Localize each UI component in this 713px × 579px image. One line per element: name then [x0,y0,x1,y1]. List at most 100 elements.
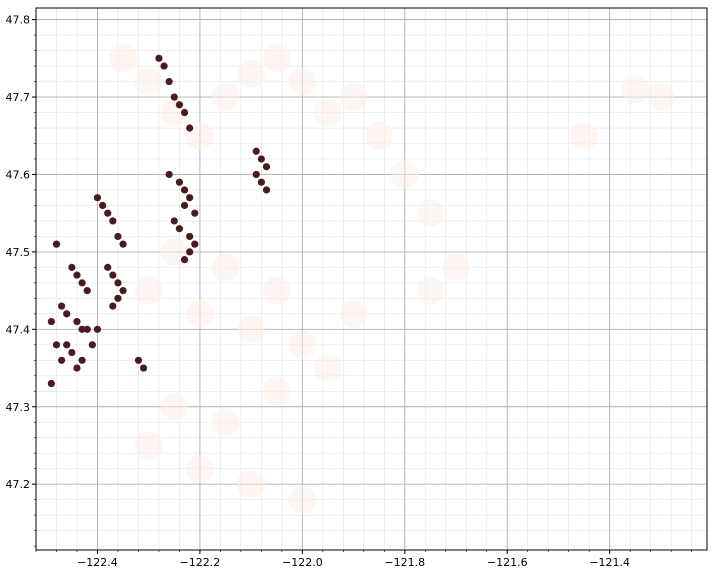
x-tick-label: −121.8 [384,556,425,569]
low-point [621,75,650,104]
high-point [180,201,189,210]
high-point [155,54,163,62]
low-point [365,121,394,150]
high-point [109,302,117,310]
high-point [58,356,66,364]
high-point [98,201,107,210]
low-point [211,253,240,282]
major-grid [36,8,707,550]
y-tick-label: 47.5 [6,246,31,259]
high-point [191,240,199,248]
high-point [170,217,178,225]
low-point [646,83,675,112]
high-point [170,93,178,101]
low-point [570,121,599,150]
high-point [88,341,96,349]
high-point [134,356,143,364]
high-point [47,379,55,388]
high-point [73,271,81,279]
high-point [83,325,91,333]
low-point [185,299,214,328]
low-point [288,67,317,96]
high-point [180,186,189,194]
axes [35,7,708,551]
high-point [119,240,127,248]
y-tick-label: 47.3 [6,401,31,414]
x-tick-label: −122.2 [180,556,221,569]
low-point [313,354,342,383]
x-tick-label: −122.0 [282,556,323,569]
x-tick-label: −121.4 [589,556,630,569]
high-point [104,263,112,271]
high-point [63,310,71,318]
high-point [180,108,189,117]
high-point [160,62,168,70]
high-point [114,279,122,287]
low-point [134,276,163,305]
low-point [134,431,163,460]
high-point [165,170,173,179]
high-point [114,294,122,302]
low-point [237,59,266,88]
plot-frame [35,7,708,551]
low-point [416,199,445,228]
high-point [252,170,260,179]
low-point [237,470,266,499]
high-point [47,317,55,326]
high-point [73,317,81,326]
y-tick-label: 47.6 [6,168,31,181]
high-point [68,263,76,271]
high-point [109,271,117,279]
low-point [339,299,368,328]
low-point [262,377,291,406]
high-point [78,356,86,364]
high-point [186,194,194,202]
low-point [211,408,240,437]
high-point [186,248,194,256]
high-point [83,287,91,295]
high-point [252,147,260,155]
high-point [73,364,81,372]
high-point [114,232,122,241]
high-point [63,341,71,349]
x-axis-ticks: −122.4 −122.2 −122.0 −121.8 −121.6 −121.4 [35,550,692,569]
high-point [52,341,61,349]
y-tick-label: 47.4 [6,323,31,336]
high-point [58,302,66,310]
high-point [93,325,102,333]
high-point [78,279,86,287]
high-point [262,163,271,171]
y-tick-label: 47.7 [6,91,31,104]
high-point [262,186,271,194]
low-point [160,392,189,421]
high-point [175,101,184,109]
low-point [416,276,445,305]
low-point [262,44,291,73]
high-point [52,240,61,248]
high-point [257,178,265,186]
high-point [78,325,86,333]
high-point [104,209,112,217]
low-point [390,160,419,189]
y-tick-label: 47.2 [6,478,31,491]
high-point [139,364,148,372]
low-point [442,253,471,282]
high-point [191,209,199,217]
high-point [165,77,173,86]
high-point [119,287,127,295]
low-point [288,485,317,514]
low-point [109,44,138,73]
high-point [180,256,189,264]
y-tick-label: 47.8 [6,14,31,27]
low-point [134,67,163,96]
data-points [47,54,271,388]
high-point [175,225,184,233]
low-point [339,83,368,112]
y-axis-ticks: 47.2 47.3 47.4 47.5 47.6 47.7 47.8 [6,14,36,547]
x-tick-label: −121.6 [487,556,528,569]
low-point [262,276,291,305]
high-point [175,178,184,186]
low-point [211,83,240,112]
